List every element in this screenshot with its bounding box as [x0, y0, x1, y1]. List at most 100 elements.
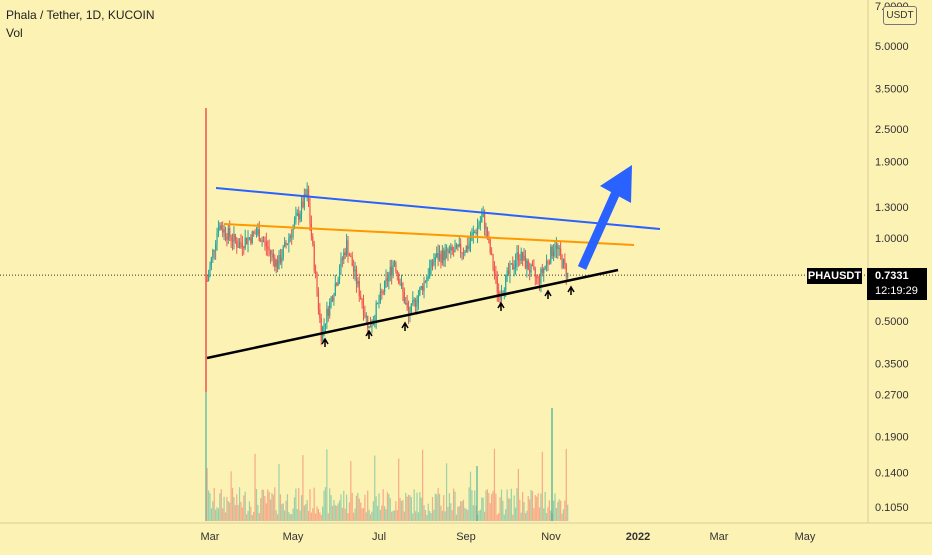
candle-body: [250, 237, 252, 243]
volume-bar: [416, 492, 418, 521]
candle-body: [413, 299, 415, 301]
candle-body: [555, 244, 558, 249]
volume-bar: [460, 501, 462, 521]
candle-body: [281, 257, 283, 263]
candle-body: [216, 232, 218, 245]
candle-body: [226, 236, 228, 240]
candle-body: [323, 324, 325, 327]
volume-bar: [372, 501, 374, 521]
price-tag: 0.7331 12:19:29: [867, 268, 927, 300]
volume-bar: [519, 499, 521, 521]
volume-bar: [530, 489, 532, 521]
volume-bar: [471, 490, 473, 521]
candle-body: [422, 285, 424, 291]
candle-body: [253, 231, 255, 234]
candle-body: [488, 238, 490, 240]
volume-bar: [453, 488, 455, 521]
volume-bar: [247, 510, 249, 521]
volume-bar: [357, 492, 359, 521]
volume-bar: [378, 493, 380, 521]
candle-body: [215, 244, 217, 251]
candle-body: [317, 292, 320, 310]
volume-bar: [526, 510, 528, 521]
volume-bar: [462, 499, 465, 521]
candle-body: [443, 250, 445, 261]
volume-bar: [360, 502, 362, 521]
candle-body: [479, 222, 481, 226]
candle-body: [375, 303, 377, 321]
candle-body: [468, 243, 470, 249]
volume-bar: [381, 505, 383, 521]
candle-body: [247, 237, 249, 244]
volume-bar: [419, 492, 421, 521]
volume-bar: [429, 510, 431, 521]
volume-bar: [333, 500, 335, 521]
chart-title: Phala / Tether, 1D, KUCOIN: [6, 8, 155, 22]
candle-body: [234, 234, 236, 241]
volume-bar: [498, 512, 500, 521]
breakout-arrow-shaft: [577, 188, 622, 270]
volume-bar: [523, 501, 525, 521]
volume-bar: [327, 513, 329, 521]
volume-bar: [399, 498, 401, 521]
candle-body: [455, 244, 458, 249]
volume-bar: [413, 489, 415, 521]
candle-body: [517, 252, 519, 260]
volume-bar: [215, 509, 217, 521]
volume-bar: [368, 509, 370, 521]
volume-bar: [547, 507, 549, 521]
candle-body: [284, 242, 286, 247]
candle-body: [469, 240, 472, 244]
candle-body: [451, 246, 453, 251]
volume-indicator-label[interactable]: Vol: [6, 26, 23, 40]
currency-badge[interactable]: USDT: [883, 6, 917, 25]
candle-body: [447, 249, 449, 253]
candle-body: [410, 303, 412, 315]
volume-bar: [467, 510, 469, 521]
y-tick-label: 0.1400: [875, 468, 909, 480]
candle-body: [293, 220, 296, 228]
volume-bar: [375, 496, 377, 521]
volume-bar: [343, 490, 345, 521]
volume-bar: [299, 510, 301, 521]
candle-body: [509, 264, 511, 274]
volume-bar: [407, 494, 410, 521]
candle-body: [312, 236, 314, 245]
candle-body: [493, 268, 496, 274]
candle-body: [286, 243, 289, 245]
candle-body: [313, 244, 315, 271]
volume-bar: [272, 494, 274, 521]
volume-bar: [436, 494, 438, 521]
candle-body: [395, 262, 397, 272]
candle-body: [257, 229, 259, 234]
y-tick-label: 2.5000: [875, 124, 909, 136]
volume-bar: [369, 514, 372, 521]
volume-bar: [243, 495, 245, 521]
candle-body: [310, 223, 312, 237]
candle-body: [291, 235, 293, 237]
candle-body: [444, 250, 446, 261]
candle-body: [552, 251, 555, 256]
y-tick-label: 0.5000: [875, 316, 909, 328]
candle-body: [244, 237, 246, 248]
candle-body: [382, 291, 384, 293]
volume-bar: [367, 490, 369, 521]
candle-body: [378, 301, 380, 303]
candle-body: [296, 213, 298, 216]
volume-bar: [441, 510, 443, 521]
y-tick-label: 1.0000: [875, 233, 909, 245]
volume-bar: [424, 509, 427, 521]
candle-body: [498, 291, 500, 296]
candle-body: [217, 229, 220, 233]
volume-bar: [398, 458, 400, 521]
listing-volume-bar: [205, 392, 207, 521]
candle-body: [238, 242, 241, 248]
volume-bar: [451, 510, 453, 521]
volume-bar: [496, 514, 498, 521]
candle-body: [348, 255, 351, 257]
y-tick-label: 5.0000: [875, 41, 909, 53]
volume-bar: [557, 501, 559, 521]
volume-bar: [331, 505, 334, 521]
